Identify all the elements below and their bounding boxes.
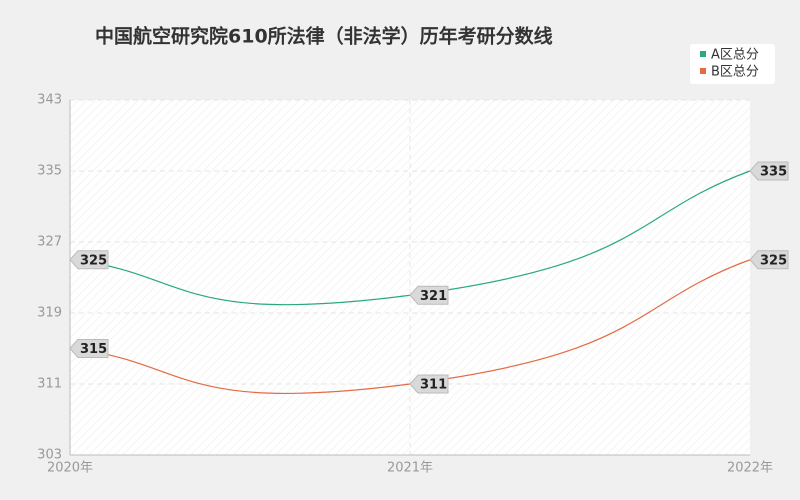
value-label-tag	[749, 161, 789, 181]
value-label-tag	[749, 250, 789, 270]
legend-box	[690, 44, 775, 84]
value-label-tag	[409, 285, 449, 305]
value-label: 315	[80, 342, 107, 357]
y-tick-label: 303	[37, 448, 62, 463]
plot-area	[70, 100, 750, 455]
x-tick-label: 2020年	[47, 461, 93, 476]
y-tick-label: 311	[37, 377, 62, 392]
chart-title: 中国航空研究院610所法律（非法学）历年考研分数线	[95, 25, 553, 48]
value-label: 325	[760, 253, 787, 268]
legend-swatch	[700, 68, 706, 74]
value-label: 311	[420, 378, 447, 393]
value-label-tag	[69, 339, 109, 358]
value-label: 335	[760, 165, 787, 180]
y-tick-label: 327	[37, 235, 62, 250]
value-label-tag	[409, 374, 449, 394]
value-label: 321	[420, 289, 447, 304]
y-tick-label: 343	[37, 93, 62, 108]
value-label-tag	[69, 250, 109, 270]
legend-label: A区总分	[711, 48, 759, 63]
y-tick-label: 319	[37, 306, 62, 321]
x-tick-label: 2022年	[727, 461, 773, 476]
legend-label: B区总分	[711, 65, 759, 80]
value-label: 325	[80, 253, 107, 268]
legend-swatch	[700, 51, 706, 57]
x-tick-label: 2021年	[387, 461, 433, 476]
y-tick-label: 335	[37, 164, 62, 179]
